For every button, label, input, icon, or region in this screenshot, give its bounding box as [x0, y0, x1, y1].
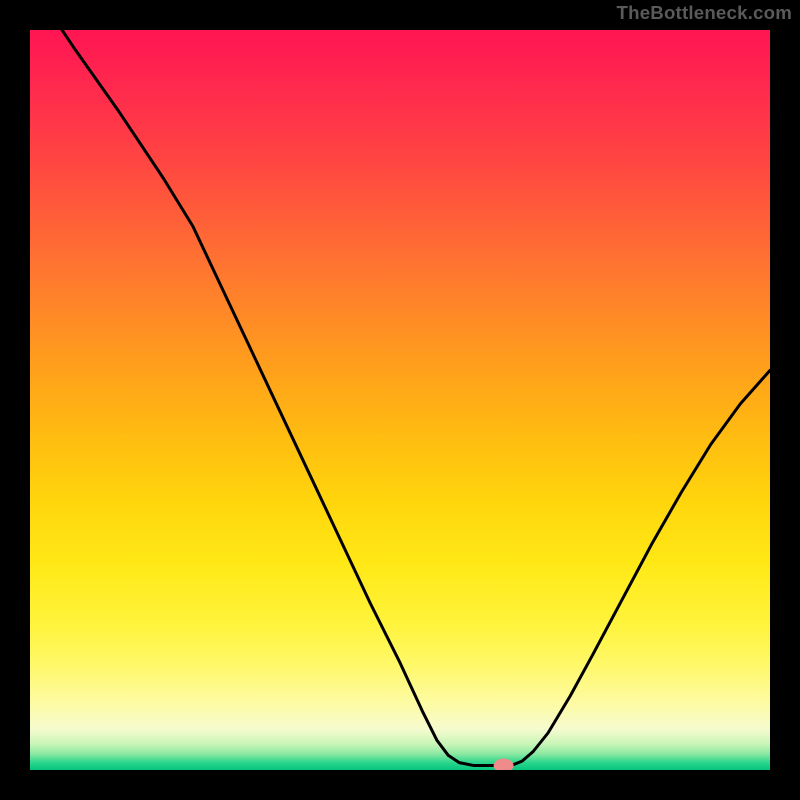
credit-text: TheBottleneck.com: [617, 2, 793, 24]
stage: TheBottleneck.com: [0, 0, 800, 800]
bottleneck-chart: [30, 30, 770, 770]
gradient-background: [30, 30, 770, 770]
chart-area: [30, 30, 770, 770]
